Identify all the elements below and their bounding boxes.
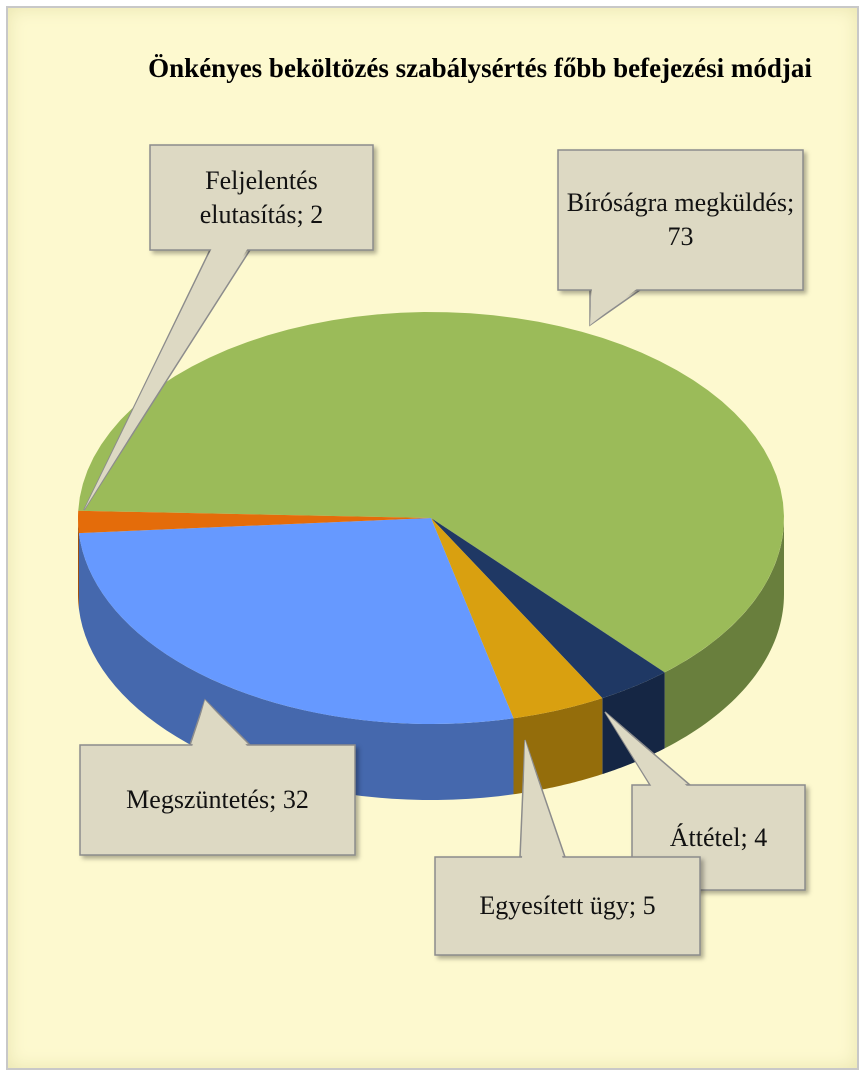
callout-box bbox=[79, 744, 356, 856]
slice-side bbox=[78, 533, 514, 800]
data-label: Feljelentés elutasítás; 2 bbox=[199, 165, 324, 229]
slice-side bbox=[602, 672, 665, 775]
callout-pointer bbox=[192, 700, 248, 747]
slice-side bbox=[664, 518, 784, 749]
data-label: Áttétel; 4 bbox=[669, 822, 768, 852]
callout-pointer bbox=[605, 712, 688, 787]
callout-box bbox=[434, 856, 701, 956]
slice bbox=[431, 518, 665, 699]
data-label: Megszüntetés; 32 bbox=[126, 785, 309, 814]
slice bbox=[78, 312, 784, 673]
callout-pointer bbox=[522, 740, 563, 859]
slice bbox=[78, 510, 431, 534]
callout-pointer bbox=[84, 248, 248, 510]
data-label: Egyesített ügy; 5 bbox=[479, 891, 656, 920]
slice bbox=[431, 518, 603, 719]
callout-box bbox=[149, 144, 374, 251]
callout-box bbox=[557, 149, 804, 291]
slice bbox=[78, 518, 514, 724]
callout-pointer bbox=[590, 288, 638, 325]
data-label: Bíróságra megküldés; 73 bbox=[566, 188, 795, 251]
chart-title: Önkényes beköltözés szabálysértés főbb b… bbox=[148, 53, 812, 83]
slice-side bbox=[78, 518, 79, 610]
